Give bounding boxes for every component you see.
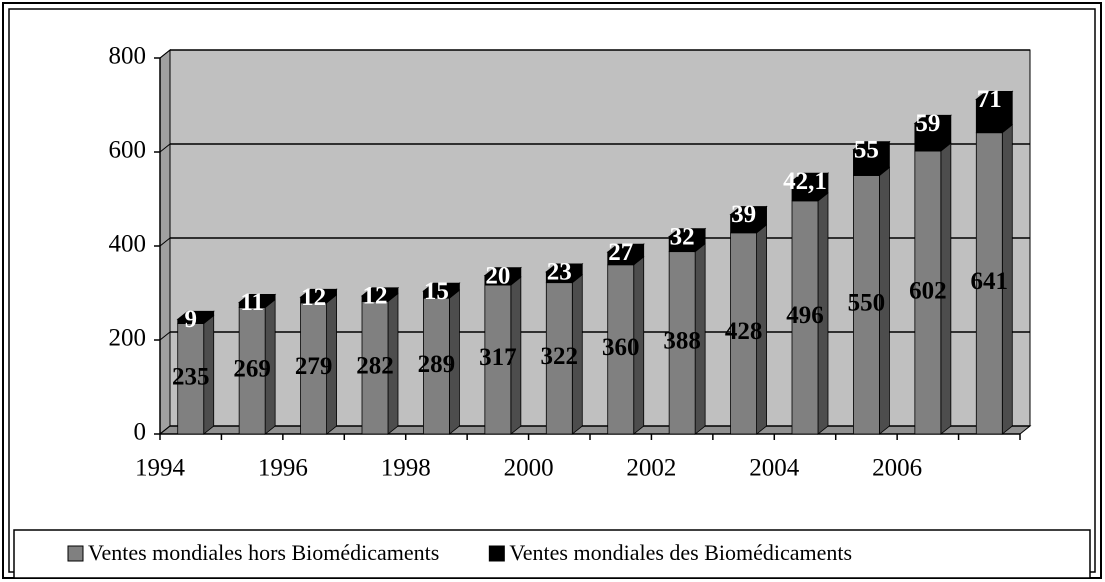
- floor: [158, 425, 1032, 435]
- bar: [423, 297, 450, 435]
- grid-line-side: [159, 425, 171, 435]
- bar-top: [790, 172, 830, 182]
- value-label: 550: [848, 289, 886, 316]
- value-label: 39: [731, 201, 756, 228]
- x-tick-label: 2000: [504, 455, 554, 482]
- bar: [730, 232, 757, 435]
- value-label: 23: [547, 259, 572, 286]
- value-label: 496: [786, 302, 824, 329]
- x-tick-label: 1998: [381, 455, 431, 482]
- x-tick-label: 2004: [749, 455, 800, 482]
- bar-top: [913, 114, 952, 124]
- y-tick-label: 0: [134, 419, 147, 446]
- legend-label: Ventes mondiales des Biomédicaments: [509, 540, 852, 565]
- value-label: 279: [295, 353, 333, 380]
- bar: [914, 122, 942, 152]
- bar: [668, 251, 696, 435]
- value-label: 289: [418, 351, 456, 378]
- y-tick-label: 800: [109, 43, 147, 70]
- bar: [238, 307, 266, 435]
- bar-top: [422, 282, 461, 292]
- value-label: 9: [184, 306, 197, 333]
- y-tick-label: 200: [109, 325, 147, 352]
- value-label: 12: [363, 283, 388, 310]
- legend-swatch: [67, 545, 84, 562]
- value-label: 360: [602, 334, 640, 361]
- value-label: 15: [424, 278, 449, 305]
- value-label: 388: [663, 328, 701, 355]
- grid-line-side: [159, 143, 171, 153]
- grid-line-side: [159, 49, 171, 59]
- value-label: 32: [670, 223, 695, 250]
- value-label: 602: [909, 277, 947, 304]
- bar-top: [606, 243, 645, 253]
- bar-top: [975, 90, 1014, 100]
- value-label: 269: [233, 356, 271, 383]
- value-label: 59: [915, 110, 940, 137]
- bar: [853, 175, 880, 435]
- bar: [300, 302, 327, 435]
- legend-label: Ventes mondiales hors Biomédicaments: [88, 540, 439, 565]
- x-tick-label: 2002: [626, 455, 676, 482]
- value-label: 42,1: [783, 168, 827, 195]
- bar-top: [299, 288, 338, 298]
- value-label: 20: [485, 262, 510, 289]
- value-label: 235: [172, 364, 210, 391]
- bar-top: [545, 263, 584, 273]
- value-label: 282: [356, 352, 394, 379]
- bar: [914, 150, 942, 435]
- x-tick-label: 1994: [135, 455, 186, 482]
- bar-top: [238, 293, 277, 303]
- bar-top: [483, 267, 522, 277]
- value-label: 641: [971, 268, 1009, 295]
- bar-top: [176, 310, 215, 320]
- grid-line-side: [159, 237, 171, 247]
- value-label: 12: [301, 284, 326, 311]
- y-tick-label: 400: [109, 231, 147, 258]
- value-label: 317: [479, 344, 517, 371]
- bar: [361, 301, 389, 435]
- legend-box: [13, 529, 1091, 579]
- bar-top: [668, 228, 707, 238]
- value-label: 11: [240, 289, 264, 316]
- bar: [484, 284, 512, 435]
- bar-top: [852, 141, 891, 151]
- bar: [975, 132, 1003, 435]
- x-tick-label: 2006: [872, 455, 922, 482]
- bar-top: [729, 206, 768, 215]
- value-label: 55: [854, 136, 879, 163]
- value-label: 71: [977, 86, 1002, 113]
- value-label: 27: [608, 239, 633, 266]
- y-tick-label: 600: [109, 137, 147, 164]
- grid-line-side: [159, 331, 171, 341]
- bar-top: [360, 287, 400, 297]
- bar: [177, 323, 205, 435]
- x-tick-label: 1996: [258, 455, 308, 482]
- bar: [975, 98, 1003, 134]
- value-label: 428: [725, 318, 763, 345]
- bar: [791, 200, 819, 435]
- value-label: 322: [541, 343, 579, 370]
- legend-swatch: [488, 545, 505, 562]
